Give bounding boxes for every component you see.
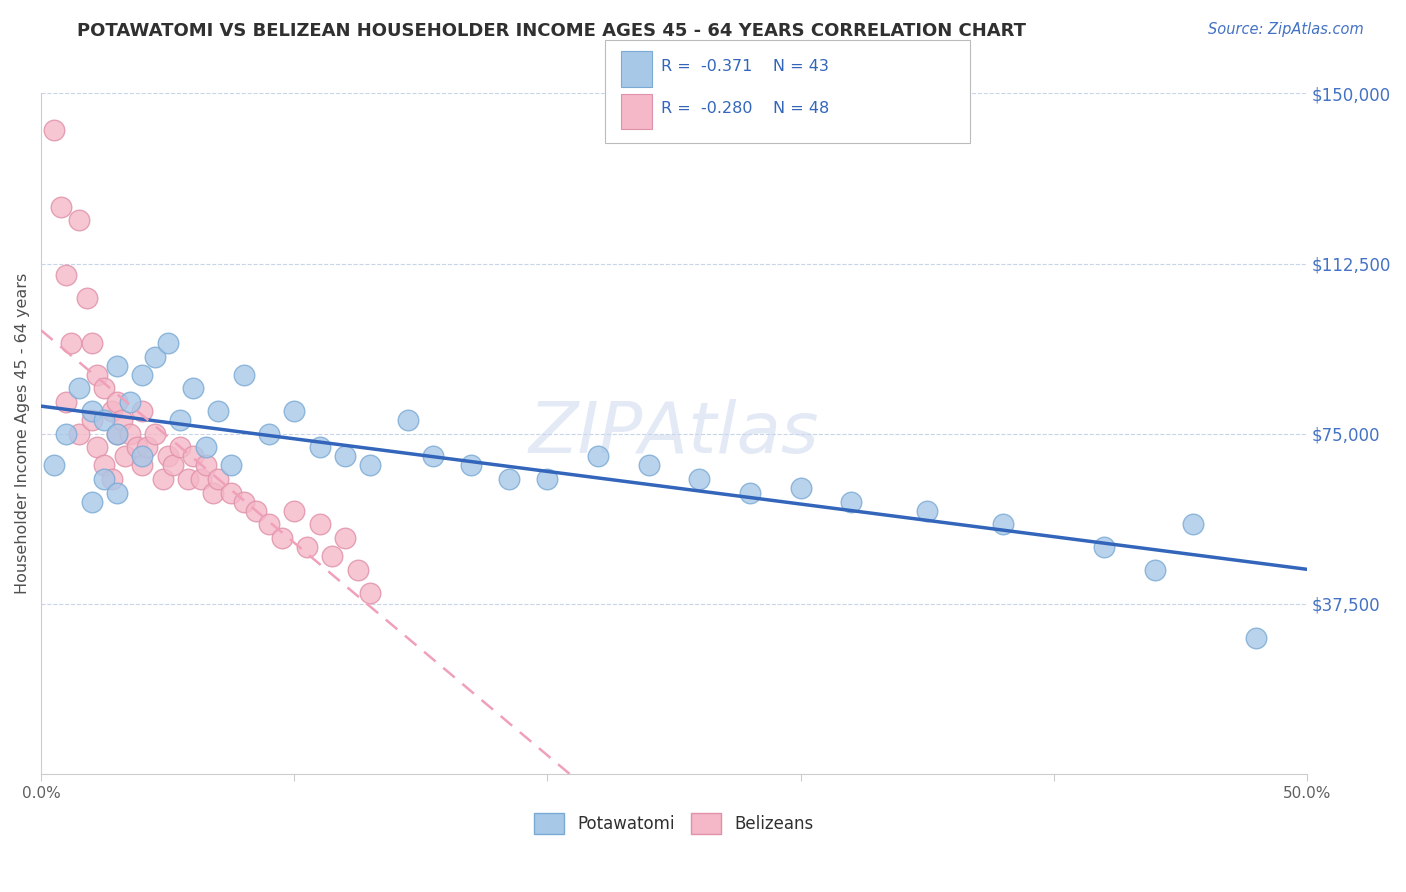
Point bbox=[156, 335, 179, 350]
Point bbox=[67, 426, 90, 441]
Point bbox=[232, 495, 254, 509]
Point bbox=[80, 335, 103, 350]
Point bbox=[232, 368, 254, 382]
Point bbox=[219, 458, 242, 473]
Text: R =  -0.371    N = 43: R = -0.371 N = 43 bbox=[661, 60, 828, 74]
Point bbox=[105, 426, 128, 441]
Point bbox=[283, 504, 305, 518]
Point bbox=[86, 441, 108, 455]
Point bbox=[131, 458, 153, 473]
Point bbox=[308, 441, 330, 455]
Point bbox=[93, 381, 115, 395]
Point bbox=[194, 458, 217, 473]
Point bbox=[127, 441, 149, 455]
Point bbox=[118, 426, 141, 441]
Point bbox=[333, 531, 356, 545]
Point bbox=[152, 472, 174, 486]
Point bbox=[219, 485, 242, 500]
Point bbox=[162, 458, 184, 473]
Point bbox=[257, 517, 280, 532]
Point bbox=[839, 495, 862, 509]
Point bbox=[93, 413, 115, 427]
Point bbox=[42, 458, 65, 473]
Legend: Potawatomi, Belizeans: Potawatomi, Belizeans bbox=[527, 805, 821, 840]
Point bbox=[105, 485, 128, 500]
Point bbox=[460, 458, 482, 473]
Point bbox=[283, 404, 305, 418]
Point bbox=[738, 485, 761, 500]
Point bbox=[536, 472, 558, 486]
Point bbox=[346, 563, 368, 577]
Point bbox=[105, 426, 128, 441]
Point bbox=[55, 395, 77, 409]
Point bbox=[1181, 517, 1204, 532]
Text: R =  -0.280    N = 48: R = -0.280 N = 48 bbox=[661, 102, 830, 116]
Point bbox=[114, 450, 136, 464]
Point bbox=[105, 359, 128, 373]
Point bbox=[143, 426, 166, 441]
Point bbox=[177, 472, 200, 486]
Point bbox=[991, 517, 1014, 532]
Y-axis label: Householder Income Ages 45 - 64 years: Householder Income Ages 45 - 64 years bbox=[15, 273, 30, 594]
Point bbox=[202, 485, 225, 500]
Point bbox=[67, 213, 90, 227]
Point bbox=[131, 404, 153, 418]
Point bbox=[131, 368, 153, 382]
Point bbox=[359, 585, 381, 599]
Point bbox=[270, 531, 292, 545]
Point bbox=[67, 381, 90, 395]
Point bbox=[295, 540, 318, 554]
Point bbox=[321, 549, 343, 564]
Point bbox=[55, 268, 77, 282]
Point bbox=[118, 395, 141, 409]
Point bbox=[333, 450, 356, 464]
Point bbox=[80, 404, 103, 418]
Text: ZIPAtlas: ZIPAtlas bbox=[529, 400, 820, 468]
Point bbox=[637, 458, 659, 473]
Point bbox=[396, 413, 419, 427]
Point bbox=[76, 291, 98, 305]
Point bbox=[101, 472, 124, 486]
Point bbox=[169, 413, 191, 427]
Point bbox=[169, 441, 191, 455]
Point bbox=[207, 404, 229, 418]
Point bbox=[42, 122, 65, 136]
Point bbox=[131, 450, 153, 464]
Point bbox=[789, 481, 811, 495]
Point bbox=[1244, 631, 1267, 645]
Point bbox=[308, 517, 330, 532]
Point bbox=[136, 441, 159, 455]
Point bbox=[101, 404, 124, 418]
Point bbox=[181, 381, 204, 395]
Point bbox=[207, 472, 229, 486]
Point bbox=[93, 458, 115, 473]
Point bbox=[915, 504, 938, 518]
Point bbox=[586, 450, 609, 464]
Point bbox=[190, 472, 212, 486]
Point bbox=[51, 200, 73, 214]
Text: Source: ZipAtlas.com: Source: ZipAtlas.com bbox=[1208, 22, 1364, 37]
Point bbox=[143, 350, 166, 364]
Point bbox=[1092, 540, 1115, 554]
Point bbox=[194, 441, 217, 455]
Point bbox=[80, 495, 103, 509]
Point bbox=[245, 504, 267, 518]
Point bbox=[111, 413, 134, 427]
Text: POTAWATOMI VS BELIZEAN HOUSEHOLDER INCOME AGES 45 - 64 YEARS CORRELATION CHART: POTAWATOMI VS BELIZEAN HOUSEHOLDER INCOM… bbox=[77, 22, 1026, 40]
Point bbox=[422, 450, 444, 464]
Point bbox=[105, 395, 128, 409]
Point bbox=[257, 426, 280, 441]
Point bbox=[55, 426, 77, 441]
Point bbox=[86, 368, 108, 382]
Point bbox=[688, 472, 710, 486]
Point bbox=[359, 458, 381, 473]
Point bbox=[93, 472, 115, 486]
Point bbox=[181, 450, 204, 464]
Point bbox=[498, 472, 520, 486]
Point bbox=[80, 413, 103, 427]
Point bbox=[1143, 563, 1166, 577]
Point bbox=[156, 450, 179, 464]
Point bbox=[60, 335, 83, 350]
